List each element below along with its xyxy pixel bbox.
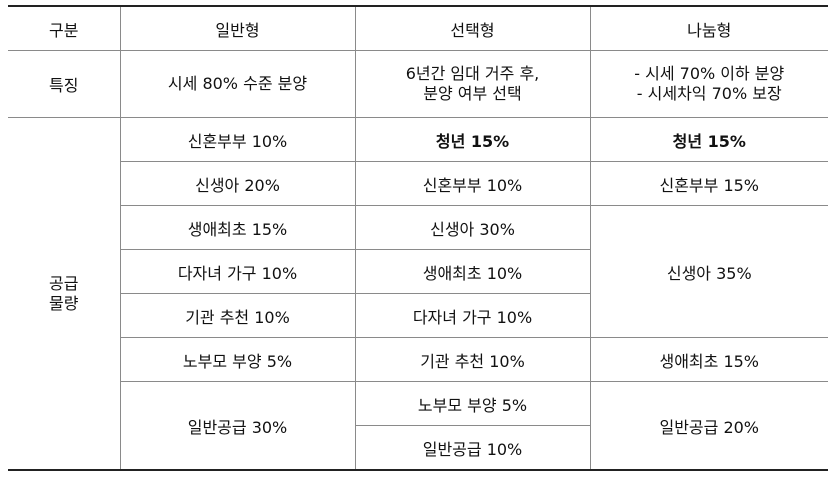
row-label: 공급 물량 xyxy=(8,117,121,471)
cell: 일반공급 20% xyxy=(589,381,828,471)
supply-row: 일반공급 10% xyxy=(8,425,828,471)
header-row: 구분 일반형 선택형 나눔형 xyxy=(8,5,828,51)
supply-row: 다자녀 가구 10% 생애최초 10% xyxy=(8,249,828,294)
cell-line: - 시세 70% 이하 분양 xyxy=(634,64,785,83)
supply-table: 구분 일반형 선택형 나눔형 특징 시세 80% 수준 분양 6년간 임대 거주… xyxy=(8,5,828,471)
supply-row: 기관 추천 10% 다자녀 가구 10% xyxy=(8,293,828,338)
cell-line: - 시세차익 70% 보장 xyxy=(636,84,782,103)
header-cell: 선택형 xyxy=(354,5,591,51)
header-cell: 일반형 xyxy=(119,5,356,51)
cell-line: 물량 xyxy=(49,293,79,313)
cell-line: 공급 xyxy=(49,273,79,293)
header-cell: 나눔형 xyxy=(589,5,828,51)
cell: 신생아 30% xyxy=(354,205,591,250)
supply-row: 노부모 부양 5% 기관 추천 10% 생애최초 15% xyxy=(8,337,828,382)
cell-line: 분양 여부 선택 xyxy=(423,84,522,103)
cell: 신생아 20% xyxy=(119,161,356,206)
cell: 신혼부부 15% xyxy=(589,161,828,206)
supply-row: 생애최초 15% 신생아 30% 신생아 35% xyxy=(8,205,828,338)
cell: 기관 추천 10% xyxy=(354,337,591,382)
cell: 생애최초 15% xyxy=(589,337,828,382)
cell-line: 6년간 임대 거주 후, xyxy=(405,64,540,83)
supply-row: 공급 물량 신혼부부 10% 청년 15% 청년 15% xyxy=(8,117,828,471)
header-cell: 구분 xyxy=(8,5,121,51)
cell: 신혼부부 10% xyxy=(119,117,356,162)
cell: 기관 추천 10% xyxy=(119,293,356,338)
cell: 다자녀 가구 10% xyxy=(119,249,356,294)
feature-row: 특징 시세 80% 수준 분양 6년간 임대 거주 후, 분양 여부 선택 - 시… xyxy=(8,50,828,118)
cell: 일반공급 30% xyxy=(119,381,356,471)
cell: 생애최초 15% xyxy=(119,205,356,250)
cell: 생애최초 10% xyxy=(354,249,591,294)
cell: 청년 15% xyxy=(589,117,828,162)
cell: 다자녀 가구 10% xyxy=(354,293,591,338)
cell: - 시세 70% 이하 분양 - 시세차익 70% 보장 xyxy=(589,50,828,118)
cell: 신혼부부 10% xyxy=(354,161,591,206)
cell: 6년간 임대 거주 후, 분양 여부 선택 xyxy=(354,50,591,118)
cell: 청년 15% xyxy=(354,117,591,162)
cell: 일반공급 10% xyxy=(354,425,591,471)
supply-row: 일반공급 30% 노부모 부양 5% 일반공급 20% xyxy=(8,381,828,471)
cell: 노부모 부양 5% xyxy=(354,381,591,426)
supply-row: 신생아 20% 신혼부부 10% 신혼부부 15% xyxy=(8,161,828,206)
cell: 신생아 35% xyxy=(589,205,828,338)
cell-line: 시세 80% 수준 분양 xyxy=(167,74,308,93)
cell: 노부모 부양 5% xyxy=(119,337,356,382)
row-label: 특징 xyxy=(8,50,121,118)
cell: 시세 80% 수준 분양 xyxy=(119,50,356,118)
